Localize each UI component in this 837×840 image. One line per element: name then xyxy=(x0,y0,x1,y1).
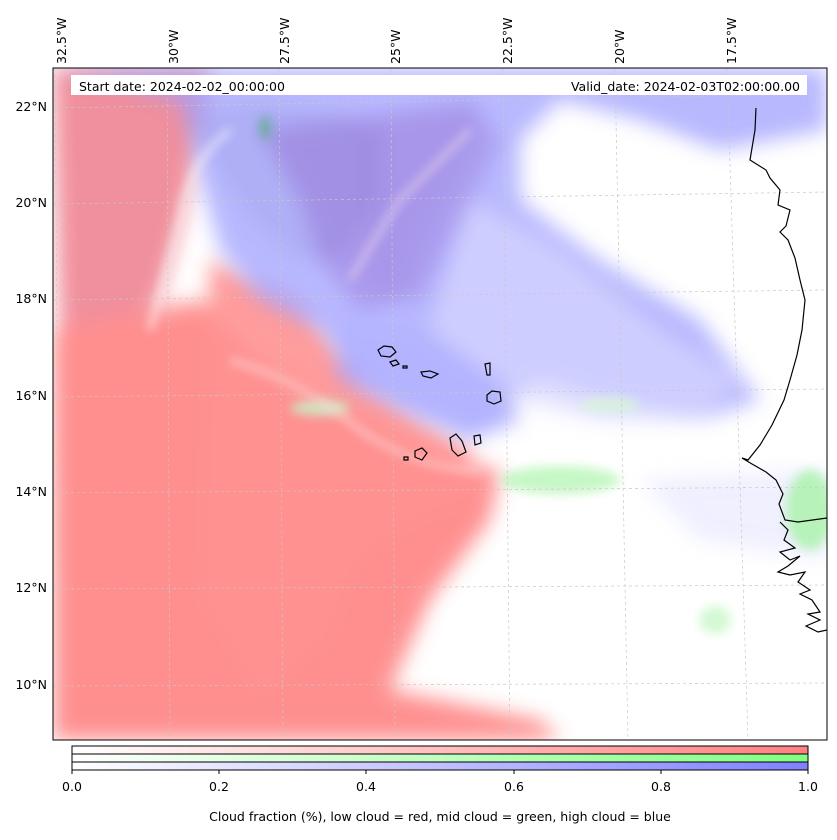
colorbar-tick-label: 0.0 xyxy=(62,779,82,794)
map-panel xyxy=(52,67,828,741)
cape-verde-islands xyxy=(377,345,502,461)
lon-label: 20°W xyxy=(612,29,627,64)
lat-label: 10°N xyxy=(15,677,47,692)
latitude-labels: 22°N 20°N 18°N 16°N 14°N 12°N 10°N xyxy=(15,99,47,692)
lat-label: 16°N xyxy=(15,388,47,403)
colorbar-label: Cloud fraction (%), low cloud = red, mid… xyxy=(209,809,671,824)
lat-label: 20°N xyxy=(15,195,47,210)
colorbar-tick-label: 0.4 xyxy=(356,779,376,794)
colorbar-tick-label: 0.8 xyxy=(651,779,671,794)
colorbar-mid-green xyxy=(72,754,808,762)
clear-streaks xyxy=(147,127,481,473)
lat-label: 14°N xyxy=(15,484,47,499)
lon-label: 30°W xyxy=(166,29,181,64)
graticule xyxy=(53,68,827,740)
lon-label: 22.5°W xyxy=(500,18,515,64)
lon-label: 27.5°W xyxy=(277,18,292,64)
lon-label: 17.5°W xyxy=(724,18,739,64)
lat-label: 22°N xyxy=(15,99,47,114)
colorbar-tick-label: 0.2 xyxy=(209,779,229,794)
lon-label: 25°W xyxy=(388,29,403,64)
mid-cloud-field xyxy=(259,116,827,634)
colorbar-tick-label: 1.0 xyxy=(798,779,818,794)
colorbar: 0.0 0.2 0.4 0.6 0.8 1.0 Cloud fraction (… xyxy=(62,745,818,824)
high-cloud-field xyxy=(53,68,827,560)
date-label-box xyxy=(71,75,807,95)
start-date-label: Start date: 2024-02-02_00:00:00 xyxy=(79,79,285,94)
colorbar-tick-label: 0.6 xyxy=(504,779,524,794)
longitude-labels: 32.5°W 30°W 27.5°W 25°W 22.5°W 20°W 17.5… xyxy=(54,18,739,64)
lon-label: 32.5°W xyxy=(54,18,69,64)
lat-label: 12°N xyxy=(15,580,47,595)
colorbar-low-red xyxy=(72,746,808,754)
valid-date-label: Valid_date: 2024-02-03T02:00:00.00 xyxy=(571,79,800,94)
colorbar-high-blue xyxy=(72,762,808,770)
lat-label: 18°N xyxy=(15,291,47,306)
coastline xyxy=(741,107,827,633)
